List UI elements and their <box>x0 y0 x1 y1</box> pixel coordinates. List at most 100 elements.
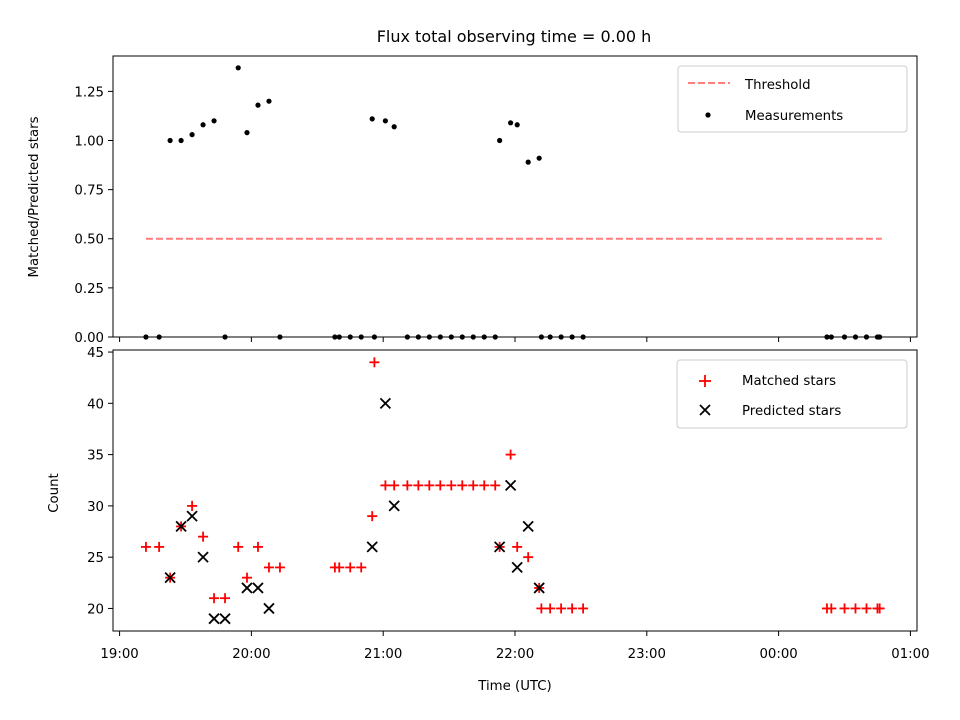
matched-point <box>367 511 378 522</box>
predicted-legend-label: Predicted stars <box>742 404 841 419</box>
predicted-point <box>533 582 545 594</box>
top-y-tick-label: 0.25 <box>74 282 104 297</box>
x-tick-label: 23:00 <box>628 647 666 662</box>
bottom-plot-area <box>140 357 885 625</box>
predicted-point <box>241 582 253 594</box>
matched-point <box>446 480 457 491</box>
measurement-point <box>266 98 272 104</box>
top-y-axis: 0.00 0.25 0.50 0.75 1.00 1.25 <box>74 85 113 346</box>
bottom-panel: 20 25 30 35 40 45 19:00 20:00 21:00 22:00 23:00 00… <box>47 346 930 694</box>
matched-point <box>523 552 534 563</box>
predicted-point <box>197 551 209 563</box>
matched-point <box>567 603 578 614</box>
x-tick-label: 19:00 <box>100 647 138 662</box>
matched-point <box>263 562 274 573</box>
x-axis-label: Time (UTC) <box>477 679 552 694</box>
matched-point <box>334 562 345 573</box>
matched-point <box>536 603 547 614</box>
matched-point <box>402 480 413 491</box>
top-y-tick-label: 1.00 <box>74 134 104 149</box>
bottom-y-tick-label: 45 <box>87 346 104 361</box>
matched-point <box>435 480 446 491</box>
measurement-point <box>178 137 184 144</box>
matched-point <box>556 603 567 614</box>
bottom-y-tick-label: 25 <box>87 551 104 566</box>
bottom-y-axis: 20 25 30 35 40 45 <box>87 346 113 617</box>
matched-point <box>252 541 263 552</box>
x-tick-label: 20:00 <box>232 647 270 662</box>
matched-point <box>424 480 435 491</box>
matched-point <box>198 531 209 542</box>
measurements-legend-swatch <box>705 112 711 118</box>
top-panel: 0.00 0.25 0.50 0.75 1.00 1.25 Matched/Predict… <box>27 55 918 346</box>
matched-point <box>345 562 356 573</box>
matched-point <box>874 603 885 614</box>
bottom-legend-box <box>676 359 908 429</box>
predicted-point <box>522 520 534 533</box>
matched-point <box>413 480 424 491</box>
bottom-legend: Matched stars Predicted stars <box>676 359 908 429</box>
predicted-point <box>493 541 506 553</box>
figure-title: Flux total observing time = 0.00 h <box>377 27 652 46</box>
measurement-point <box>369 116 375 122</box>
bottom-y-axis-label: Count <box>47 473 62 513</box>
measurement-point <box>508 120 514 126</box>
x-tick-label: 00:00 <box>759 647 797 662</box>
bottom-y-tick-label: 40 <box>87 397 104 412</box>
bottom-x-axis: 19:00 20:00 21:00 22:00 23:00 00:00 01:00 <box>100 631 930 662</box>
matched-point <box>850 603 861 614</box>
matched-point <box>209 593 220 604</box>
predicted-point <box>388 500 400 512</box>
matched-point <box>140 541 151 552</box>
measurement-point <box>244 130 250 136</box>
top-y-tick-label: 1.25 <box>74 85 104 100</box>
matched-point <box>490 480 501 491</box>
measurement-point <box>497 137 503 144</box>
top-y-tick-label: 0.50 <box>74 233 104 248</box>
predicted-point <box>511 561 523 574</box>
measurement-point <box>391 124 397 130</box>
measurement-point <box>255 102 261 108</box>
threshold-legend-label: Threshold <box>744 78 811 93</box>
bottom-y-tick-label: 35 <box>87 449 104 464</box>
measurement-point <box>200 122 206 128</box>
matched-point <box>187 500 198 511</box>
predicted-point <box>379 397 392 409</box>
matched-point <box>457 480 468 491</box>
matched-point <box>505 449 516 460</box>
predicted-point <box>208 613 220 625</box>
predicted-point <box>504 479 517 492</box>
top-y-tick-label: 0.00 <box>74 331 104 346</box>
measurement-point <box>167 137 173 144</box>
measurement-point <box>536 155 542 161</box>
matched-point <box>545 603 556 614</box>
top-legend-box <box>677 65 908 133</box>
measurements-legend-label: Measurements <box>745 109 843 124</box>
matched-point <box>578 603 589 614</box>
x-tick-label: 01:00 <box>891 647 929 662</box>
measurement-point <box>525 159 531 165</box>
measurement-point <box>189 132 195 138</box>
measurement-point <box>211 118 217 124</box>
matched-point <box>468 480 479 491</box>
top-legend: Threshold Measurements <box>677 65 908 133</box>
top-x-axis <box>119 337 911 342</box>
measurement-point <box>235 65 241 71</box>
matched-point <box>826 603 837 614</box>
x-tick-label: 22:00 <box>496 647 534 662</box>
predicted-point <box>219 613 231 625</box>
measurement-point <box>514 122 520 128</box>
x-tick-label: 21:00 <box>364 647 402 662</box>
matched-point <box>154 541 165 552</box>
matched-point <box>242 572 252 583</box>
matched-point <box>233 541 244 552</box>
matched-legend-label: Matched stars <box>742 374 836 389</box>
predicted-point <box>252 582 264 594</box>
top-y-tick-label: 0.75 <box>74 184 104 199</box>
matched-point <box>479 480 490 491</box>
bottom-y-tick-label: 20 <box>87 602 104 617</box>
predicted-point <box>366 541 378 553</box>
matched-point <box>274 562 285 573</box>
predicted-point <box>175 520 187 533</box>
